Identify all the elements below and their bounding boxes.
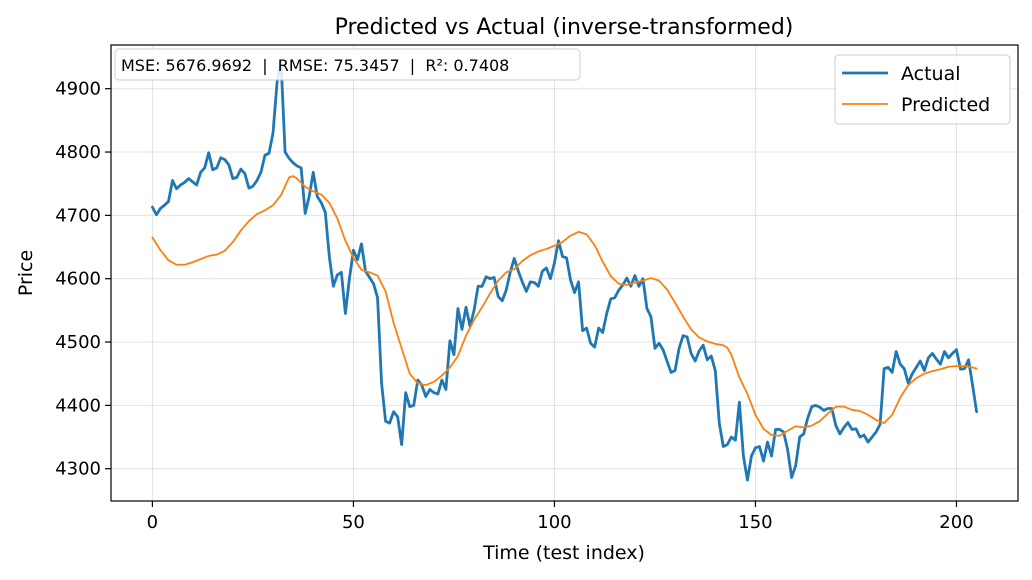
y-tick-label: 4900 (55, 79, 101, 100)
legend-label-actual: Actual (901, 63, 961, 85)
x-tick-label: 200 (939, 512, 973, 533)
y-tick-label: 4300 (55, 459, 101, 480)
legend-label-predicted: Predicted (901, 94, 990, 116)
series-line-predicted (151, 175, 978, 437)
series-line-actual (151, 60, 978, 482)
chart-title: Predicted vs Actual (inverse-transformed… (335, 15, 794, 40)
chart-legend: Actual Predicted (834, 54, 1011, 125)
y-axis-label: Price (15, 250, 37, 296)
y-tick-label: 4800 (55, 142, 101, 163)
metrics-text: MSE: 5676.9692 | RMSE: 75.3457 | R²: 0.7… (121, 56, 509, 75)
y-tick-label: 4500 (55, 332, 101, 353)
y-tick-label: 4600 (55, 269, 101, 290)
x-tick-label: 150 (738, 512, 772, 533)
x-tick-label: 0 (147, 512, 158, 533)
metrics-annotation: MSE: 5676.9692 | RMSE: 75.3457 | R²: 0.7… (114, 48, 581, 81)
plot-frame (110, 44, 1019, 502)
x-axis-label: Time (test index) (482, 542, 645, 564)
y-tick-label: 4400 (55, 395, 101, 416)
y-tick-label: 4700 (55, 205, 101, 226)
x-tick-label: 50 (342, 512, 365, 533)
x-tick-label: 100 (537, 512, 571, 533)
